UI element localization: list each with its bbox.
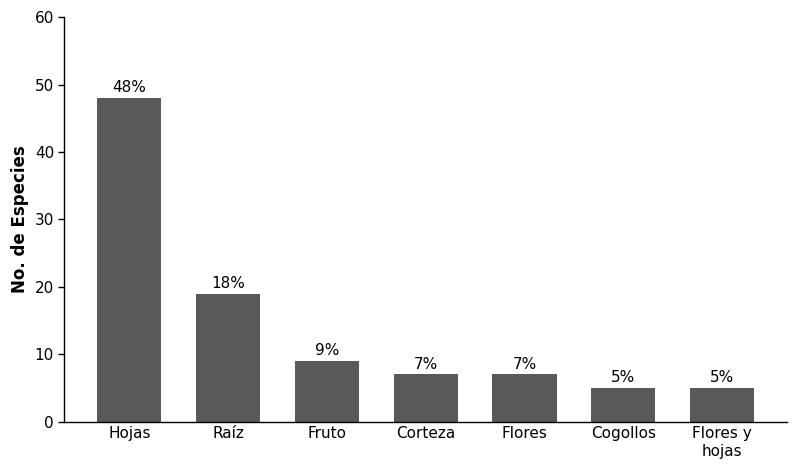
Text: 7%: 7% [413,357,438,372]
Bar [591,388,655,422]
Y-axis label: No. de Especies: No. de Especies [11,146,29,293]
Text: 5%: 5% [710,370,734,385]
Text: 9%: 9% [314,343,339,358]
Bar [393,375,458,422]
Bar [196,294,260,422]
Text: 18%: 18% [211,276,245,291]
Bar [294,361,359,422]
Bar [97,98,161,422]
Text: 7%: 7% [512,357,536,372]
Bar [689,388,754,422]
Bar [492,375,556,422]
Text: 48%: 48% [113,80,146,95]
Text: 5%: 5% [611,370,635,385]
